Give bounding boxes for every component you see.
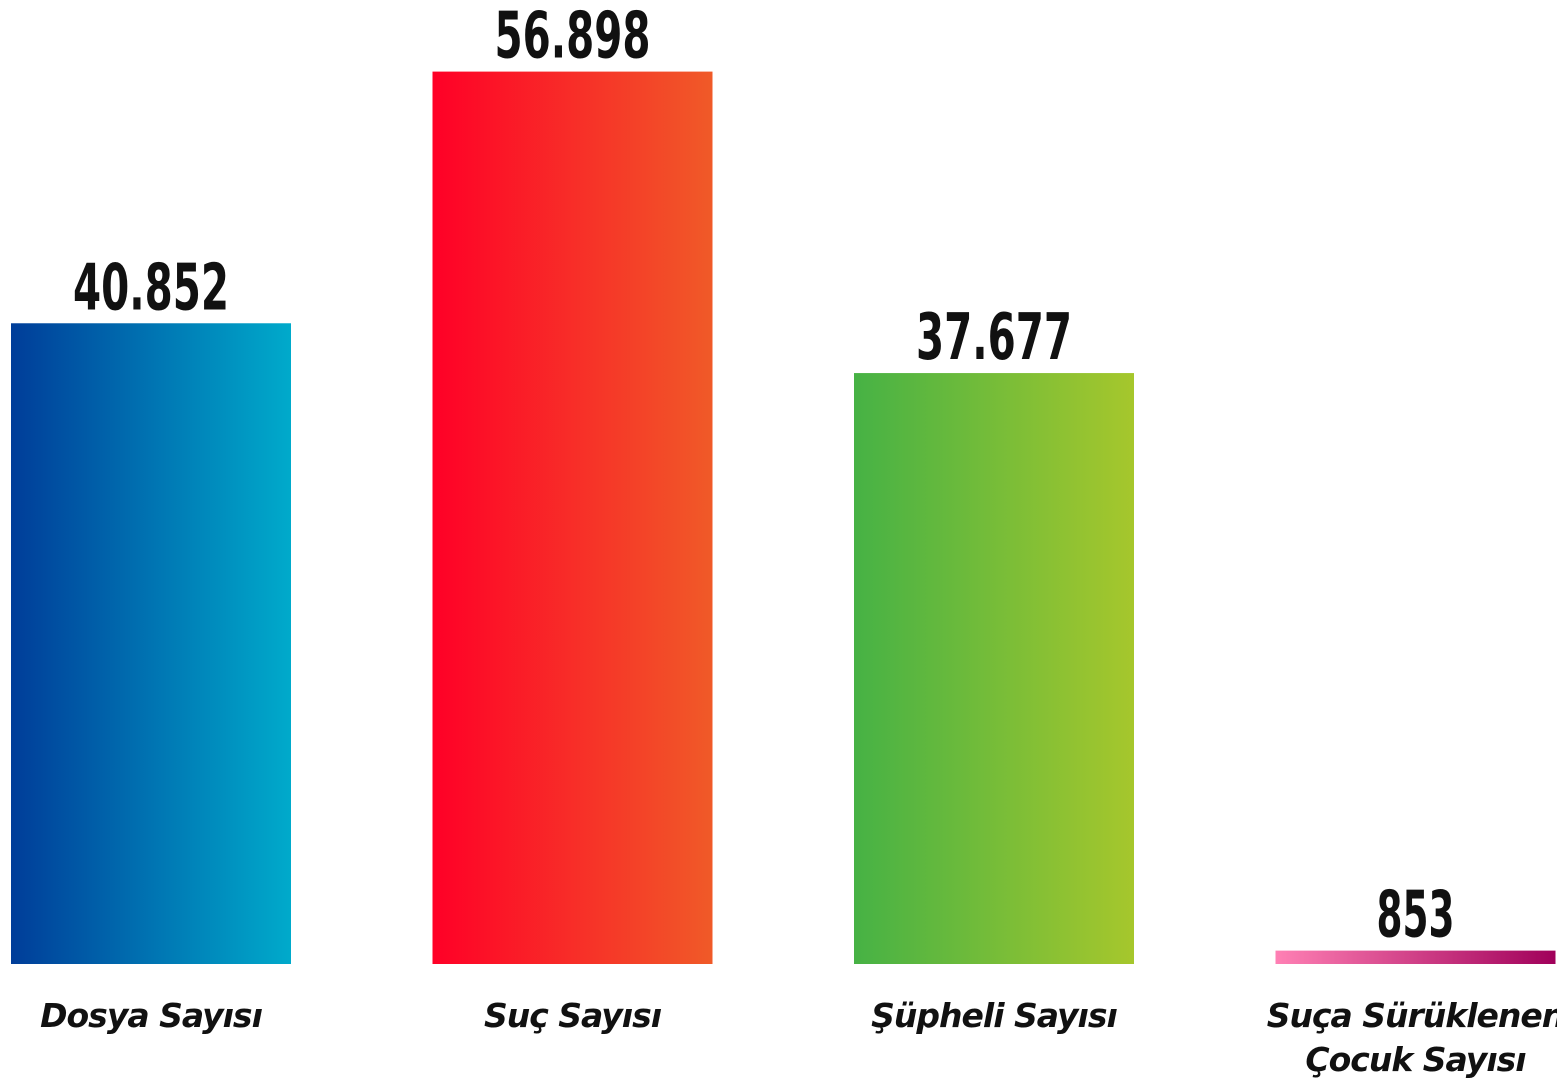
- value-label: 56.898: [495, 0, 651, 74]
- value-label: 40.852: [73, 251, 229, 325]
- value-label: 37.677: [916, 301, 1072, 375]
- bar: [432, 71, 713, 964]
- category-label: Suç Sayısı: [483, 996, 662, 1035]
- bar: [854, 373, 1134, 964]
- bar: [1275, 950, 1556, 964]
- value-label: 853: [1377, 879, 1455, 953]
- category-label: Dosya Sayısı: [40, 996, 263, 1035]
- category-label: Suça Sürüklenen Çocuk Sayısı: [1266, 996, 1557, 1079]
- category-label: Şüpheli Sayısı: [871, 996, 1118, 1035]
- bar: [11, 323, 291, 964]
